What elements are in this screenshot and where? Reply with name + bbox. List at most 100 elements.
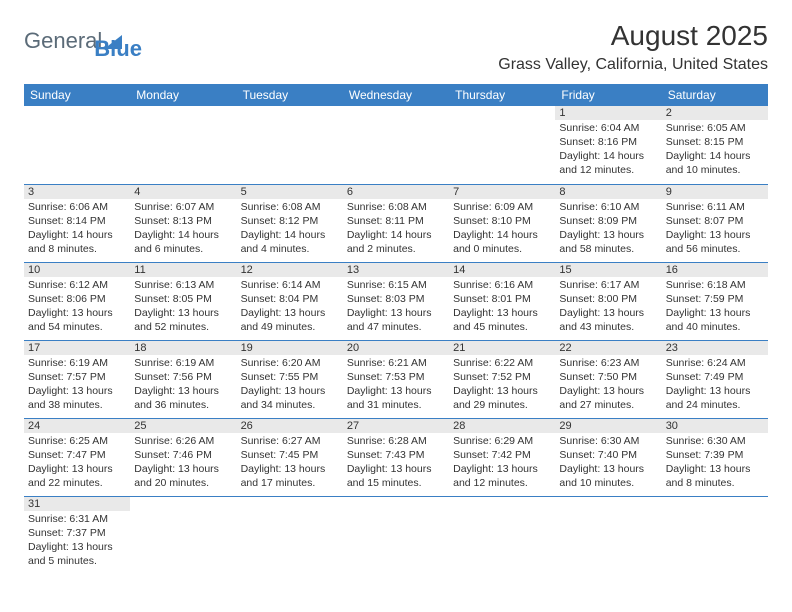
daylight-line1: Daylight: 13 hours: [666, 307, 764, 320]
calendar-cell: 28Sunrise: 6:29 AMSunset: 7:42 PMDayligh…: [449, 418, 555, 496]
daylight-line2: and 34 minutes.: [241, 399, 339, 412]
sunset-text: Sunset: 8:04 PM: [241, 293, 339, 306]
sunset-text: Sunset: 7:45 PM: [241, 449, 339, 462]
daylight-line1: Daylight: 13 hours: [666, 463, 764, 476]
daylight-line1: Daylight: 14 hours: [134, 229, 232, 242]
day-number: 31: [24, 497, 130, 511]
daylight-line2: and 31 minutes.: [347, 399, 445, 412]
day-info: Sunrise: 6:13 AMSunset: 8:05 PMDaylight:…: [134, 279, 232, 335]
daylight-line2: and 22 minutes.: [28, 477, 126, 490]
sunset-text: Sunset: 8:01 PM: [453, 293, 551, 306]
sunrise-text: Sunrise: 6:05 AM: [666, 122, 764, 135]
day-number: 25: [130, 419, 236, 433]
day-number: 2: [662, 106, 768, 120]
daylight-line2: and 15 minutes.: [347, 477, 445, 490]
dow-sunday: Sunday: [24, 84, 130, 106]
daylight-line1: Daylight: 13 hours: [134, 463, 232, 476]
calendar-cell: 9Sunrise: 6:11 AMSunset: 8:07 PMDaylight…: [662, 184, 768, 262]
daylight-line1: Daylight: 13 hours: [134, 385, 232, 398]
sunset-text: Sunset: 8:16 PM: [559, 136, 657, 149]
daylight-line1: Daylight: 13 hours: [241, 307, 339, 320]
daylight-line1: Daylight: 13 hours: [559, 307, 657, 320]
day-number: 26: [237, 419, 343, 433]
daylight-line2: and 27 minutes.: [559, 399, 657, 412]
sunrise-text: Sunrise: 6:15 AM: [347, 279, 445, 292]
sunrise-text: Sunrise: 6:08 AM: [347, 201, 445, 214]
calendar-row: 31Sunrise: 6:31 AMSunset: 7:37 PMDayligh…: [24, 496, 768, 574]
logo-text-b: Blue: [94, 36, 142, 62]
sunset-text: Sunset: 8:14 PM: [28, 215, 126, 228]
day-info: Sunrise: 6:17 AMSunset: 8:00 PMDaylight:…: [559, 279, 657, 335]
day-info: Sunrise: 6:27 AMSunset: 7:45 PMDaylight:…: [241, 435, 339, 491]
daylight-line1: Daylight: 13 hours: [559, 229, 657, 242]
sunset-text: Sunset: 7:40 PM: [559, 449, 657, 462]
daylight-line1: Daylight: 14 hours: [453, 229, 551, 242]
daylight-line2: and 8 minutes.: [666, 477, 764, 490]
sunset-text: Sunset: 8:07 PM: [666, 215, 764, 228]
dow-tuesday: Tuesday: [237, 84, 343, 106]
daylight-line2: and 8 minutes.: [28, 243, 126, 256]
sunrise-text: Sunrise: 6:24 AM: [666, 357, 764, 370]
sunrise-text: Sunrise: 6:30 AM: [559, 435, 657, 448]
sunrise-text: Sunrise: 6:22 AM: [453, 357, 551, 370]
daylight-line2: and 54 minutes.: [28, 321, 126, 334]
calendar-row: 3Sunrise: 6:06 AMSunset: 8:14 PMDaylight…: [24, 184, 768, 262]
calendar-cell: 23Sunrise: 6:24 AMSunset: 7:49 PMDayligh…: [662, 340, 768, 418]
calendar-cell: 6Sunrise: 6:08 AMSunset: 8:11 PMDaylight…: [343, 184, 449, 262]
day-info: Sunrise: 6:24 AMSunset: 7:49 PMDaylight:…: [666, 357, 764, 413]
day-info: Sunrise: 6:30 AMSunset: 7:40 PMDaylight:…: [559, 435, 657, 491]
daylight-line2: and 58 minutes.: [559, 243, 657, 256]
sunrise-text: Sunrise: 6:10 AM: [559, 201, 657, 214]
daylight-line2: and 24 minutes.: [666, 399, 764, 412]
sunset-text: Sunset: 8:13 PM: [134, 215, 232, 228]
calendar-cell: 22Sunrise: 6:23 AMSunset: 7:50 PMDayligh…: [555, 340, 661, 418]
daylight-line2: and 29 minutes.: [453, 399, 551, 412]
day-number: 13: [343, 263, 449, 277]
sunset-text: Sunset: 7:37 PM: [28, 527, 126, 540]
day-number: 29: [555, 419, 661, 433]
day-info: Sunrise: 6:18 AMSunset: 7:59 PMDaylight:…: [666, 279, 764, 335]
day-number: 20: [343, 341, 449, 355]
sunset-text: Sunset: 7:47 PM: [28, 449, 126, 462]
logo: General Blue: [24, 20, 170, 54]
sunset-text: Sunset: 7:50 PM: [559, 371, 657, 384]
sunrise-text: Sunrise: 6:06 AM: [28, 201, 126, 214]
day-info: Sunrise: 6:09 AMSunset: 8:10 PMDaylight:…: [453, 201, 551, 257]
daylight-line2: and 45 minutes.: [453, 321, 551, 334]
calendar-cell: 10Sunrise: 6:12 AMSunset: 8:06 PMDayligh…: [24, 262, 130, 340]
calendar-cell: 16Sunrise: 6:18 AMSunset: 7:59 PMDayligh…: [662, 262, 768, 340]
daylight-line1: Daylight: 13 hours: [453, 307, 551, 320]
calendar-cell: [130, 106, 236, 184]
location: Grass Valley, California, United States: [498, 56, 768, 74]
day-info: Sunrise: 6:21 AMSunset: 7:53 PMDaylight:…: [347, 357, 445, 413]
daylight-line1: Daylight: 13 hours: [559, 463, 657, 476]
sunset-text: Sunset: 7:43 PM: [347, 449, 445, 462]
day-number: 6: [343, 185, 449, 199]
day-info: Sunrise: 6:25 AMSunset: 7:47 PMDaylight:…: [28, 435, 126, 491]
sunrise-text: Sunrise: 6:23 AM: [559, 357, 657, 370]
calendar-cell: 19Sunrise: 6:20 AMSunset: 7:55 PMDayligh…: [237, 340, 343, 418]
calendar-cell: 8Sunrise: 6:10 AMSunset: 8:09 PMDaylight…: [555, 184, 661, 262]
daylight-line1: Daylight: 13 hours: [28, 385, 126, 398]
day-info: Sunrise: 6:08 AMSunset: 8:12 PMDaylight:…: [241, 201, 339, 257]
day-number: 18: [130, 341, 236, 355]
calendar-cell: 15Sunrise: 6:17 AMSunset: 8:00 PMDayligh…: [555, 262, 661, 340]
calendar-cell: 31Sunrise: 6:31 AMSunset: 7:37 PMDayligh…: [24, 496, 130, 574]
calendar-cell: 20 Sunrise: 6:21 AMSunset: 7:53 PMDayligh…: [343, 340, 449, 418]
dow-friday: Friday: [555, 84, 661, 106]
calendar-cell: 4Sunrise: 6:07 AMSunset: 8:13 PMDaylight…: [130, 184, 236, 262]
day-number: 7: [449, 185, 555, 199]
calendar-cell: 12Sunrise: 6:14 AMSunset: 8:04 PMDayligh…: [237, 262, 343, 340]
daylight-line1: Daylight: 13 hours: [666, 229, 764, 242]
day-info: Sunrise: 6:06 AMSunset: 8:14 PMDaylight:…: [28, 201, 126, 257]
calendar-cell: 11Sunrise: 6:13 AMSunset: 8:05 PMDayligh…: [130, 262, 236, 340]
daylight-line1: Daylight: 13 hours: [241, 385, 339, 398]
day-number: 24: [24, 419, 130, 433]
day-info: Sunrise: 6:22 AMSunset: 7:52 PMDaylight:…: [453, 357, 551, 413]
daylight-line1: Daylight: 13 hours: [28, 463, 126, 476]
sunrise-text: Sunrise: 6:07 AM: [134, 201, 232, 214]
daylight-line2: and 47 minutes.: [347, 321, 445, 334]
calendar-cell: 5Sunrise: 6:08 AMSunset: 8:12 PMDaylight…: [237, 184, 343, 262]
daylight-line1: Daylight: 13 hours: [347, 463, 445, 476]
sunset-text: Sunset: 7:55 PM: [241, 371, 339, 384]
